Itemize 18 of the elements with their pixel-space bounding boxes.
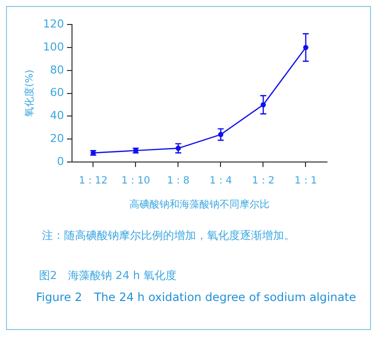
- x-tick-label: 1 : 1: [294, 176, 317, 187]
- y-tick-label: 80: [50, 63, 64, 76]
- y-tick-label: 120: [42, 17, 64, 30]
- x-tick-label: 1 : 2: [252, 176, 274, 187]
- x-tick-label: 1 : 12: [78, 176, 108, 187]
- x-tick-label: 1 : 4: [210, 176, 232, 187]
- y-tick-label: 60: [50, 86, 64, 100]
- y-tick-label: 0: [56, 154, 64, 168]
- text: Figure 2 The 24 h oxidation degree of sodium alginate: [36, 290, 356, 305]
- text: 图2 海藻酸钠 24 h 氧化度: [39, 268, 176, 283]
- y-axis-title: 氧化度(%): [24, 70, 36, 117]
- y-tick-label: 40: [50, 109, 64, 122]
- y-tick-label: 100: [42, 40, 64, 54]
- x-axis-title: 高碘酸钠和海藻酸钠不同摩尔比: [130, 198, 270, 211]
- text: 注：随高碘酸钠摩尔比例的增加，氧化度逐渐增加。: [42, 228, 295, 243]
- y-tick-label: 20: [50, 132, 64, 145]
- x-tick-label: 1 : 8: [167, 176, 190, 187]
- x-tick-label: 1 : 10: [121, 176, 150, 187]
